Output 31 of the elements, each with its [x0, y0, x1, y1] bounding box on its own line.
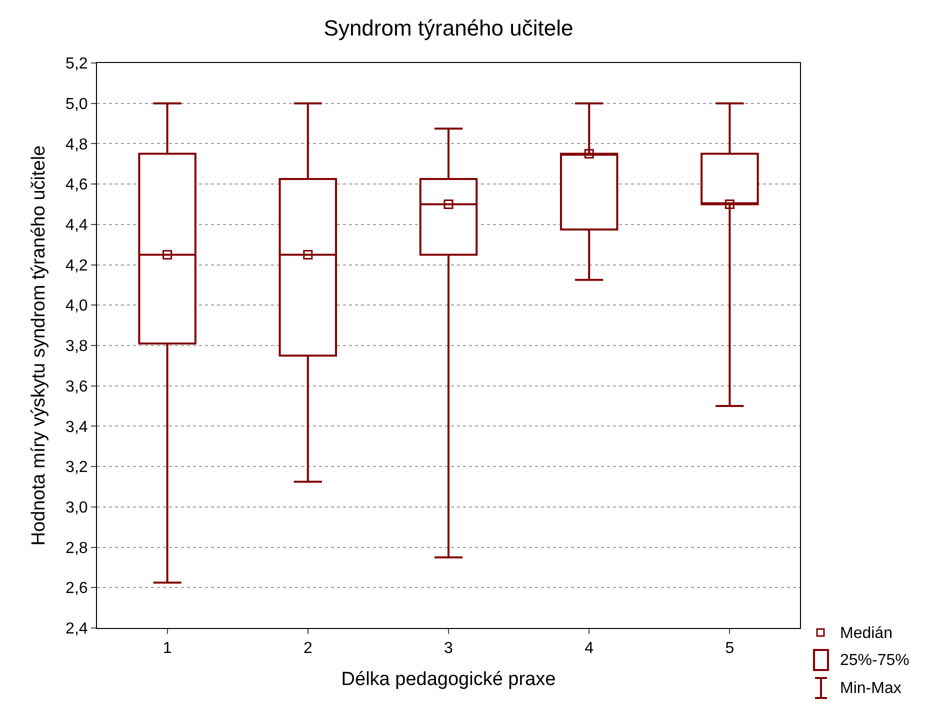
x-tick-label: 3 — [444, 640, 454, 658]
chart-title: Syndrom týraného učitele — [324, 16, 574, 41]
x-axis-title: Délka pedagogické praxe — [341, 669, 556, 690]
y-tick-label: 4,4 — [66, 217, 88, 234]
y-tick-label: 2,6 — [66, 580, 88, 598]
point — [444, 200, 454, 209]
x-tick-label: 2 — [303, 640, 312, 658]
point — [584, 149, 594, 159]
y-tick-label: 3,2 — [66, 459, 88, 476]
y-tick-label: 5,0 — [66, 96, 88, 113]
y-axis-title: Hodnota míry výskytu syndrom týraného učitele — [28, 145, 50, 546]
y-tick-label: 4,0 — [66, 298, 88, 315]
text: Min-Max — [840, 680, 902, 697]
y-tick-label: 2,8 — [66, 540, 88, 557]
x-tick-label: 4 — [584, 640, 594, 658]
y-tick-label: 3,6 — [66, 378, 88, 396]
point — [724, 200, 734, 209]
text: 25%-75% — [840, 652, 910, 669]
y-tick-label: 3,4 — [66, 418, 88, 436]
y-tick-label: 4,8 — [66, 136, 88, 154]
y-tick-label: 2,4 — [66, 620, 88, 638]
point — [303, 250, 313, 260]
text: Medián — [840, 625, 892, 642]
x-tick-label: 5 — [725, 640, 734, 658]
y-tick-label: 3,8 — [66, 338, 88, 356]
y-tick-label: 5,2 — [66, 56, 88, 73]
x-tick-label: 1 — [162, 640, 172, 658]
point — [162, 250, 172, 260]
y-tick-label: 4,6 — [66, 176, 88, 194]
y-tick-label: 4,2 — [66, 257, 88, 274]
y-tick-label: 3,0 — [66, 500, 88, 517]
